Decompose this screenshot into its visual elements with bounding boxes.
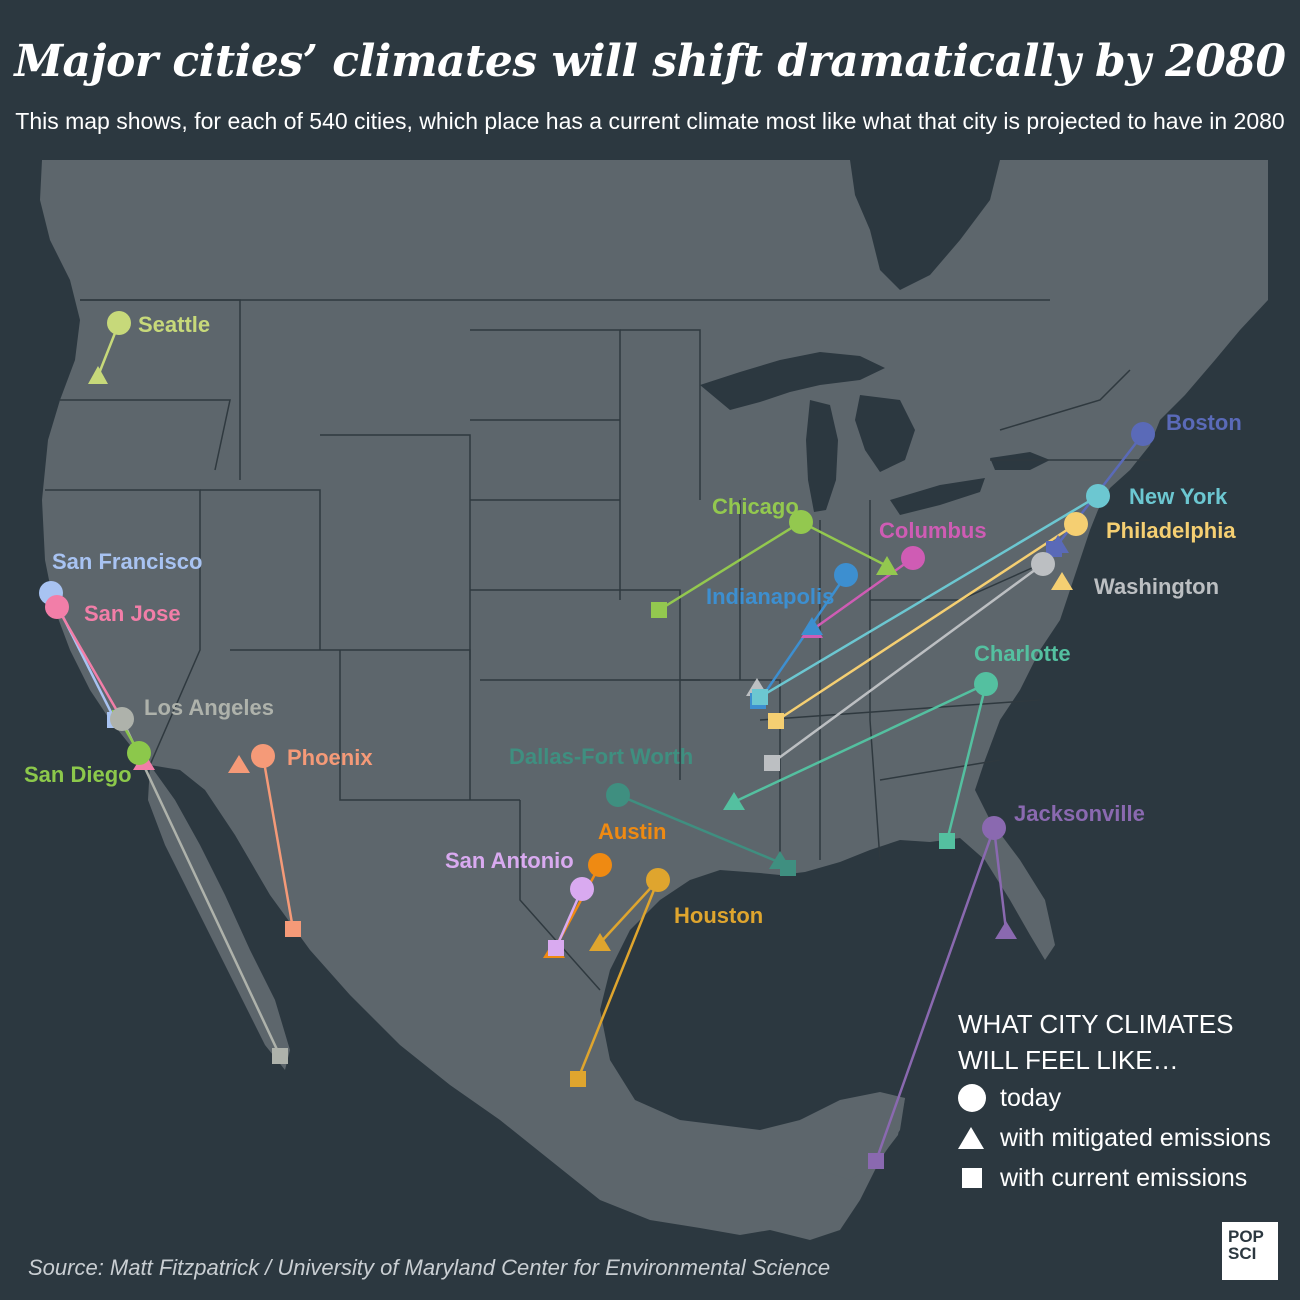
legend-title: WHAT CITY CLIMATES WILL FEEL LIKE…	[958, 1006, 1258, 1078]
label-los-angeles: Los Angeles	[144, 695, 274, 720]
houston-square	[570, 1071, 586, 1087]
dallas-line	[617, 793, 789, 868]
jacksonville-circle	[982, 816, 1006, 840]
chicago-triangle	[876, 556, 898, 575]
new-york-line	[759, 494, 1099, 699]
logo-line-2: SCI	[1228, 1244, 1257, 1263]
label-san-jose: San Jose	[84, 601, 181, 626]
triangle-icon	[958, 1127, 1000, 1149]
phoenix-line	[261, 755, 295, 930]
san-antonio-circle	[570, 877, 594, 901]
philadelphia-triangle	[1051, 572, 1073, 590]
indianapolis-triangle	[801, 617, 823, 635]
legend-title-line-2: WILL FEEL LIKE…	[958, 1045, 1179, 1075]
washington-line	[771, 562, 1044, 765]
label-houston: Houston	[674, 903, 763, 928]
label-phoenix: Phoenix	[287, 745, 373, 770]
source-credit: Source: Matt Fitzpatrick / University of…	[28, 1255, 831, 1280]
label-new-york: New York	[1129, 484, 1228, 509]
dallas-circle	[606, 783, 630, 807]
popsci-logo: POP SCI	[1222, 1222, 1278, 1280]
lake-michigan	[806, 400, 838, 512]
chicago-square	[651, 602, 667, 618]
lake-superior	[700, 352, 885, 410]
city-labels: Seattle San Francisco San Jose Los Angel…	[24, 312, 1242, 928]
label-jacksonville: Jacksonville	[1014, 801, 1145, 826]
phoenix-triangle	[228, 755, 250, 773]
san-diego-circle	[127, 741, 151, 765]
mitigated-markers	[88, 366, 1073, 958]
label-austin: Austin	[598, 819, 666, 844]
legend-item-mitigated: with mitigated emissions	[958, 1118, 1271, 1158]
legend-item-today: today	[958, 1078, 1271, 1118]
label-indianapolis: Indianapolis	[706, 584, 834, 609]
logo-line-1: POP	[1228, 1227, 1264, 1246]
hudson-bay	[850, 160, 1000, 290]
los-angeles-line	[120, 718, 282, 1057]
philadelphia-square	[768, 713, 784, 729]
los-angeles-circle	[110, 707, 134, 731]
today-markers	[39, 311, 1155, 901]
charlotte-circle	[974, 672, 998, 696]
legend-label-today: today	[1000, 1083, 1062, 1112]
columbus-line	[811, 556, 914, 632]
label-charlotte: Charlotte	[974, 641, 1071, 666]
jacksonville-square	[868, 1153, 884, 1169]
washington-circle	[1031, 552, 1055, 576]
north-america-landmass	[40, 160, 1268, 1240]
label-san-diego: San Diego	[24, 762, 132, 787]
label-chicago: Chicago	[712, 494, 799, 519]
san-antonio-square	[548, 940, 564, 956]
label-seattle: Seattle	[138, 312, 210, 337]
philadelphia-circle	[1064, 512, 1088, 536]
seattle-circle	[107, 311, 131, 335]
label-philadelphia: Philadelphia	[1106, 518, 1236, 543]
lake-ontario	[990, 452, 1050, 470]
legend-label-mitigated: with mitigated emissions	[1000, 1123, 1271, 1152]
baja-california	[148, 765, 290, 1070]
dallas-square	[780, 860, 796, 876]
circle-icon	[958, 1084, 1000, 1112]
legend-label-current: with current emissions	[1000, 1163, 1248, 1192]
legend-title-line-1: WHAT CITY CLIMATES	[958, 1009, 1234, 1039]
square-icon	[958, 1168, 1000, 1188]
charlotte-triangle	[723, 792, 745, 810]
label-san-antonio: San Antonio	[445, 848, 574, 873]
austin-circle	[588, 853, 612, 877]
label-san-francisco: San Francisco	[52, 549, 202, 574]
lake-erie	[890, 478, 985, 515]
charlotte-square	[939, 833, 955, 849]
jacksonville-triangle	[995, 921, 1017, 939]
boston-square	[1046, 541, 1062, 557]
philadelphia-line	[775, 522, 1077, 723]
indianapolis-circle	[834, 563, 858, 587]
label-boston: Boston	[1166, 410, 1242, 435]
san-jose-circle	[45, 595, 69, 619]
state-borders	[45, 299, 1150, 991]
legend-item-current: with current emissions	[958, 1158, 1271, 1198]
phoenix-circle	[251, 744, 275, 768]
legend: WHAT CITY CLIMATES WILL FEEL LIKE… today…	[958, 1006, 1271, 1198]
houston-circle	[646, 868, 670, 892]
label-columbus: Columbus	[879, 518, 987, 543]
los-angeles-square	[272, 1048, 288, 1064]
map-subtitle: This map shows, for each of 540 cities, …	[15, 108, 1285, 134]
san-jose-line	[55, 606, 122, 717]
label-washington: Washington	[1094, 574, 1219, 599]
seattle-triangle	[88, 366, 108, 384]
land	[40, 160, 1268, 1240]
lake-huron	[855, 395, 915, 472]
boston-circle	[1131, 422, 1155, 446]
map-title: Major cities’ climates will shift dramat…	[14, 36, 1286, 87]
chicago-circle	[789, 510, 813, 534]
label-dallas-fort-worth: Dallas-Fort Worth	[509, 744, 693, 769]
columbus-circle	[901, 546, 925, 570]
new-york-circle	[1086, 484, 1110, 508]
new-york-square	[752, 689, 768, 705]
washington-square	[764, 755, 780, 771]
houston-triangle	[589, 933, 611, 951]
phoenix-square	[285, 921, 301, 937]
